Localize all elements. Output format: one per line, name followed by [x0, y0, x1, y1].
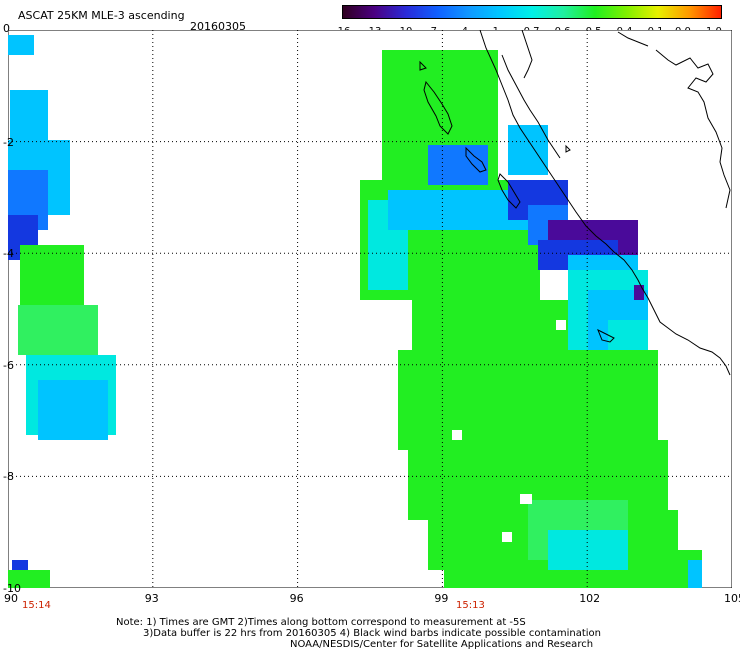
time-label-right: 15:13	[456, 600, 485, 611]
island-4	[597, 328, 615, 343]
x-tick-label: 90	[4, 592, 18, 605]
wind-cell	[634, 285, 644, 300]
sumatra-coast	[479, 30, 731, 376]
x-tick-label: 105	[724, 592, 740, 605]
y-tick-label: -6	[3, 358, 14, 372]
note-line-1: Note: 1) Times are GMT 2)Times along bot…	[116, 617, 526, 628]
wind-cell	[548, 530, 628, 570]
y-tick-label: -8	[3, 470, 14, 484]
x-tick-label: 96	[289, 592, 304, 605]
wind-cell	[10, 90, 48, 140]
gridlines	[8, 30, 732, 588]
note-line-3: NOAA/NESDIS/Center for Satellite Applica…	[290, 639, 594, 650]
wind-cell	[608, 320, 648, 350]
wind-cell	[8, 35, 34, 55]
y-tick-label: 0	[3, 22, 10, 35]
note-line-2: 3)Data buffer is 22 hrs from 20160305 4)…	[143, 628, 601, 639]
data-gap	[556, 320, 566, 330]
colorbar-strip	[342, 5, 722, 19]
island-5	[419, 60, 427, 71]
colorbar	[342, 5, 722, 19]
data-gap	[502, 532, 512, 542]
wind-map	[8, 30, 732, 588]
x-tick-label: 99	[434, 592, 449, 605]
island-6	[565, 144, 571, 153]
island-2	[465, 146, 487, 173]
island-ne	[617, 31, 649, 47]
island-1	[423, 80, 453, 135]
y-tick-label: -10	[3, 582, 21, 595]
wind-cell	[18, 305, 98, 355]
wind-cells	[8, 35, 702, 588]
malay-coast	[521, 30, 533, 79]
time-label-left: 15:14	[22, 600, 51, 611]
sumatra-east-coast	[501, 54, 561, 159]
wind-cell	[398, 350, 658, 450]
data-gap	[520, 494, 532, 504]
map-title: ASCAT 25KM MLE-3 ascending	[18, 9, 185, 22]
wind-cell	[12, 560, 28, 570]
coastline	[419, 30, 731, 376]
wind-cell	[428, 145, 488, 185]
wind-cell	[8, 570, 50, 588]
x-tick-label: 102	[579, 592, 601, 605]
island-north	[655, 49, 731, 209]
x-tick-label: 93	[144, 592, 159, 605]
data-gap	[452, 430, 462, 440]
island-3	[497, 173, 521, 209]
y-tick-label: -4	[3, 247, 14, 261]
wind-cell	[38, 380, 108, 440]
wind-cell	[20, 245, 84, 305]
y-tick-label: -2	[3, 135, 14, 149]
wind-cell	[508, 125, 548, 175]
wind-cell	[388, 190, 528, 230]
wind-cell	[688, 560, 702, 588]
